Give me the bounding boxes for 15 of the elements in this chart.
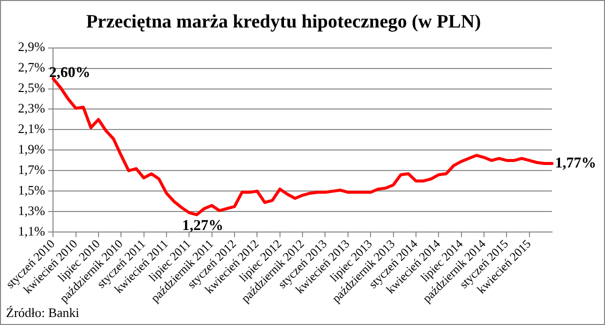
- data-label: 1,77%: [555, 155, 596, 172]
- y-tick-label: 2,1%: [18, 121, 46, 136]
- y-tick-label: 2,7%: [18, 60, 46, 75]
- chart-title: Przeciętna marża kredytu hipotecznego (w PLN): [86, 11, 481, 32]
- y-tick-label: 2,3%: [18, 100, 46, 116]
- y-tick-label: 1,7%: [18, 162, 46, 178]
- text: Źródło: Banki: [6, 304, 80, 320]
- data-label: 2,60%: [49, 64, 90, 81]
- y-tick-label: 2,5%: [18, 80, 46, 96]
- y-tick-label: 2,9%: [18, 39, 46, 54]
- y-tick-label: 1,3%: [18, 203, 46, 218]
- y-tick-label: 1,1%: [18, 224, 46, 239]
- y-tick-label: 1,5%: [18, 182, 46, 198]
- data-label: 1,27%: [182, 218, 224, 234]
- y-tick-label: 1,9%: [18, 142, 46, 157]
